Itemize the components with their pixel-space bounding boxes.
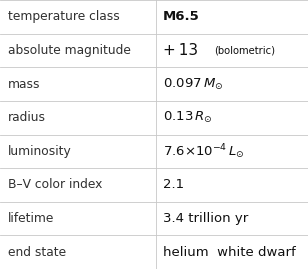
Text: (bolometric): (bolometric) <box>214 45 275 55</box>
Text: 2.1: 2.1 <box>163 178 184 192</box>
Text: absolute magnitude: absolute magnitude <box>8 44 131 57</box>
Text: temperature class: temperature class <box>8 10 120 23</box>
Text: helium  white dwarf: helium white dwarf <box>163 246 296 259</box>
Text: $0.13\,\mathit{R}_{\odot}$: $0.13\,\mathit{R}_{\odot}$ <box>163 110 213 125</box>
Text: lifetime: lifetime <box>8 212 54 225</box>
Text: $0.097\,\mathit{M}_{\odot}$: $0.097\,\mathit{M}_{\odot}$ <box>163 76 224 92</box>
Text: radius: radius <box>8 111 46 124</box>
Text: M6.5: M6.5 <box>163 10 200 23</box>
Text: B–V color index: B–V color index <box>8 178 102 192</box>
Text: 3.4 trillion yr: 3.4 trillion yr <box>163 212 249 225</box>
Text: $7.6{\times}10^{-4}\,\mathit{L}_{\odot}$: $7.6{\times}10^{-4}\,\mathit{L}_{\odot}$ <box>163 142 245 161</box>
Text: end state: end state <box>8 246 66 259</box>
Text: + 13: + 13 <box>163 43 198 58</box>
Text: luminosity: luminosity <box>8 145 71 158</box>
Text: mass: mass <box>8 77 40 91</box>
